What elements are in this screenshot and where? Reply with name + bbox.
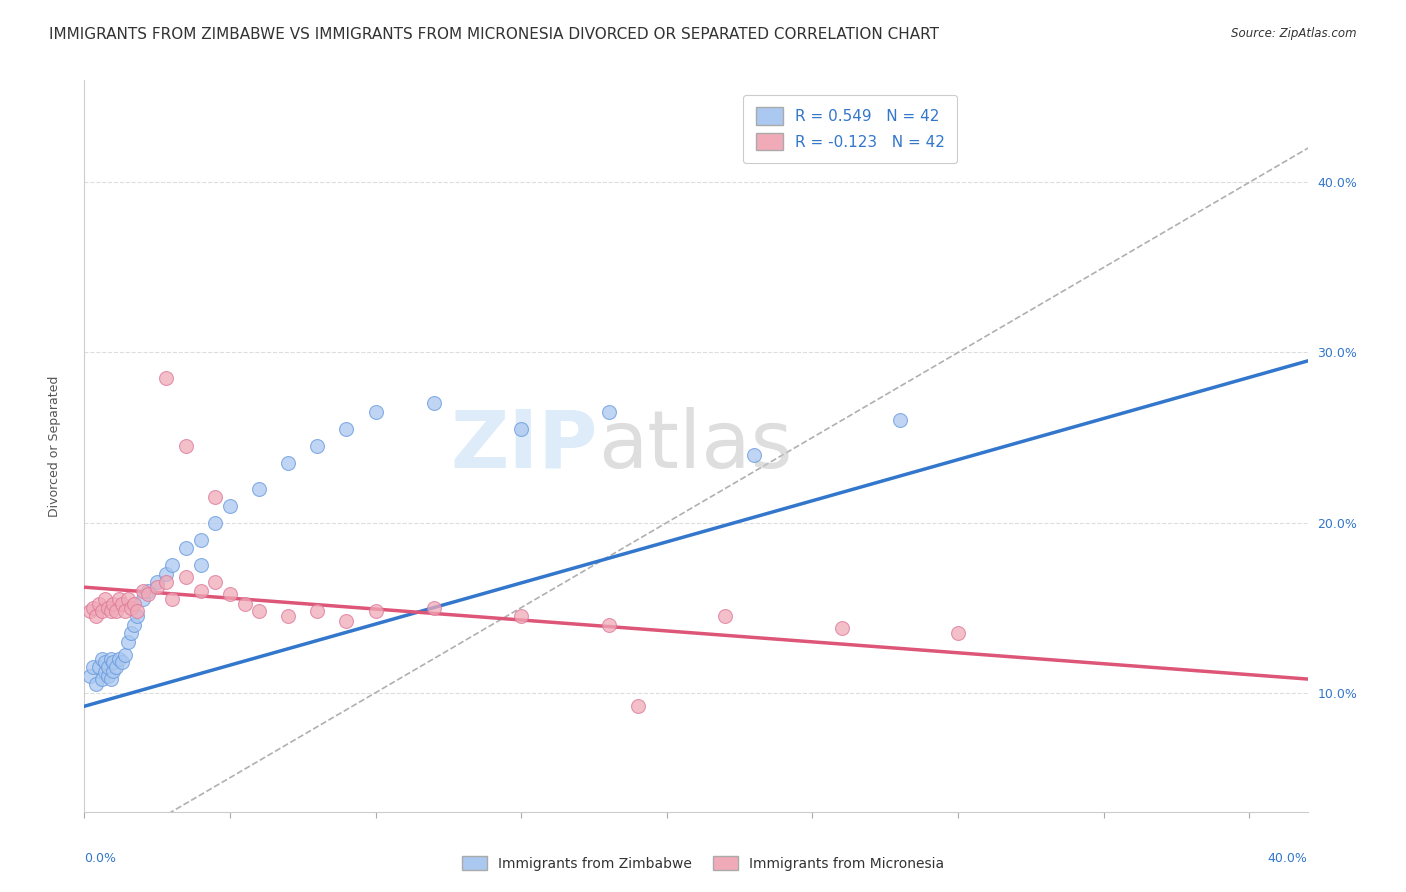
Text: ZIP: ZIP	[451, 407, 598, 485]
Point	[174, 439, 197, 453]
Point	[155, 566, 177, 581]
Point	[120, 600, 142, 615]
Point	[117, 592, 139, 607]
Point	[146, 580, 169, 594]
Point	[108, 651, 131, 665]
Point	[103, 664, 125, 678]
Point	[114, 604, 136, 618]
Point	[335, 422, 357, 436]
Point	[277, 456, 299, 470]
Point	[247, 482, 270, 496]
Point	[131, 583, 153, 598]
Point	[204, 516, 226, 530]
Point	[190, 558, 212, 572]
Point	[204, 575, 226, 590]
Point	[946, 626, 969, 640]
Point	[125, 609, 148, 624]
Point	[510, 609, 533, 624]
Text: 40.0%: 40.0%	[1268, 852, 1308, 865]
Point	[219, 587, 242, 601]
Point	[87, 660, 110, 674]
Text: Source: ZipAtlas.com: Source: ZipAtlas.com	[1232, 27, 1357, 40]
Point	[100, 604, 122, 618]
Point	[138, 583, 160, 598]
Point	[79, 604, 101, 618]
Legend: Immigrants from Zimbabwe, Immigrants from Micronesia: Immigrants from Zimbabwe, Immigrants fro…	[457, 850, 949, 876]
Point	[84, 609, 107, 624]
Point	[122, 617, 145, 632]
Point	[174, 570, 197, 584]
Point	[84, 677, 107, 691]
Point	[100, 672, 122, 686]
Point	[190, 533, 212, 547]
Point	[122, 597, 145, 611]
Point	[93, 592, 115, 607]
Point	[277, 609, 299, 624]
Point	[111, 655, 134, 669]
Point	[714, 609, 737, 624]
Point	[108, 592, 131, 607]
Point	[87, 597, 110, 611]
Point	[627, 699, 650, 714]
Text: atlas: atlas	[598, 407, 793, 485]
Point	[742, 448, 765, 462]
Point	[111, 597, 134, 611]
Point	[307, 604, 329, 618]
Point	[103, 597, 125, 611]
Point	[105, 660, 128, 674]
Point	[307, 439, 329, 453]
Point	[190, 583, 212, 598]
Point	[82, 660, 104, 674]
Point	[120, 626, 142, 640]
Point	[247, 604, 270, 618]
Y-axis label: Divorced or Separated: Divorced or Separated	[48, 376, 60, 516]
Point	[831, 621, 853, 635]
Point	[97, 660, 120, 674]
Point	[160, 558, 183, 572]
Point	[93, 655, 115, 669]
Point	[90, 672, 112, 686]
Point	[423, 396, 446, 410]
Point	[160, 592, 183, 607]
Point	[90, 651, 112, 665]
Point	[125, 604, 148, 618]
Point	[103, 655, 125, 669]
Point	[97, 668, 120, 682]
Point	[423, 600, 446, 615]
Point	[93, 665, 115, 680]
Text: IMMIGRANTS FROM ZIMBABWE VS IMMIGRANTS FROM MICRONESIA DIVORCED OR SEPARATED COR: IMMIGRANTS FROM ZIMBABWE VS IMMIGRANTS F…	[49, 27, 939, 42]
Text: 0.0%: 0.0%	[84, 852, 117, 865]
Point	[138, 587, 160, 601]
Point	[364, 604, 387, 618]
Point	[131, 592, 153, 607]
Point	[97, 600, 120, 615]
Legend: R = 0.549   N = 42, R = -0.123   N = 42: R = 0.549 N = 42, R = -0.123 N = 42	[744, 95, 957, 162]
Point	[174, 541, 197, 555]
Point	[219, 499, 242, 513]
Point	[364, 405, 387, 419]
Point	[510, 422, 533, 436]
Point	[100, 651, 122, 665]
Point	[598, 617, 620, 632]
Point	[233, 597, 256, 611]
Point	[889, 413, 911, 427]
Point	[155, 371, 177, 385]
Point	[335, 614, 357, 628]
Point	[79, 668, 101, 682]
Point	[204, 490, 226, 504]
Point	[155, 575, 177, 590]
Point	[146, 575, 169, 590]
Point	[105, 604, 128, 618]
Point	[117, 634, 139, 648]
Point	[114, 648, 136, 663]
Point	[90, 604, 112, 618]
Point	[82, 600, 104, 615]
Point	[598, 405, 620, 419]
